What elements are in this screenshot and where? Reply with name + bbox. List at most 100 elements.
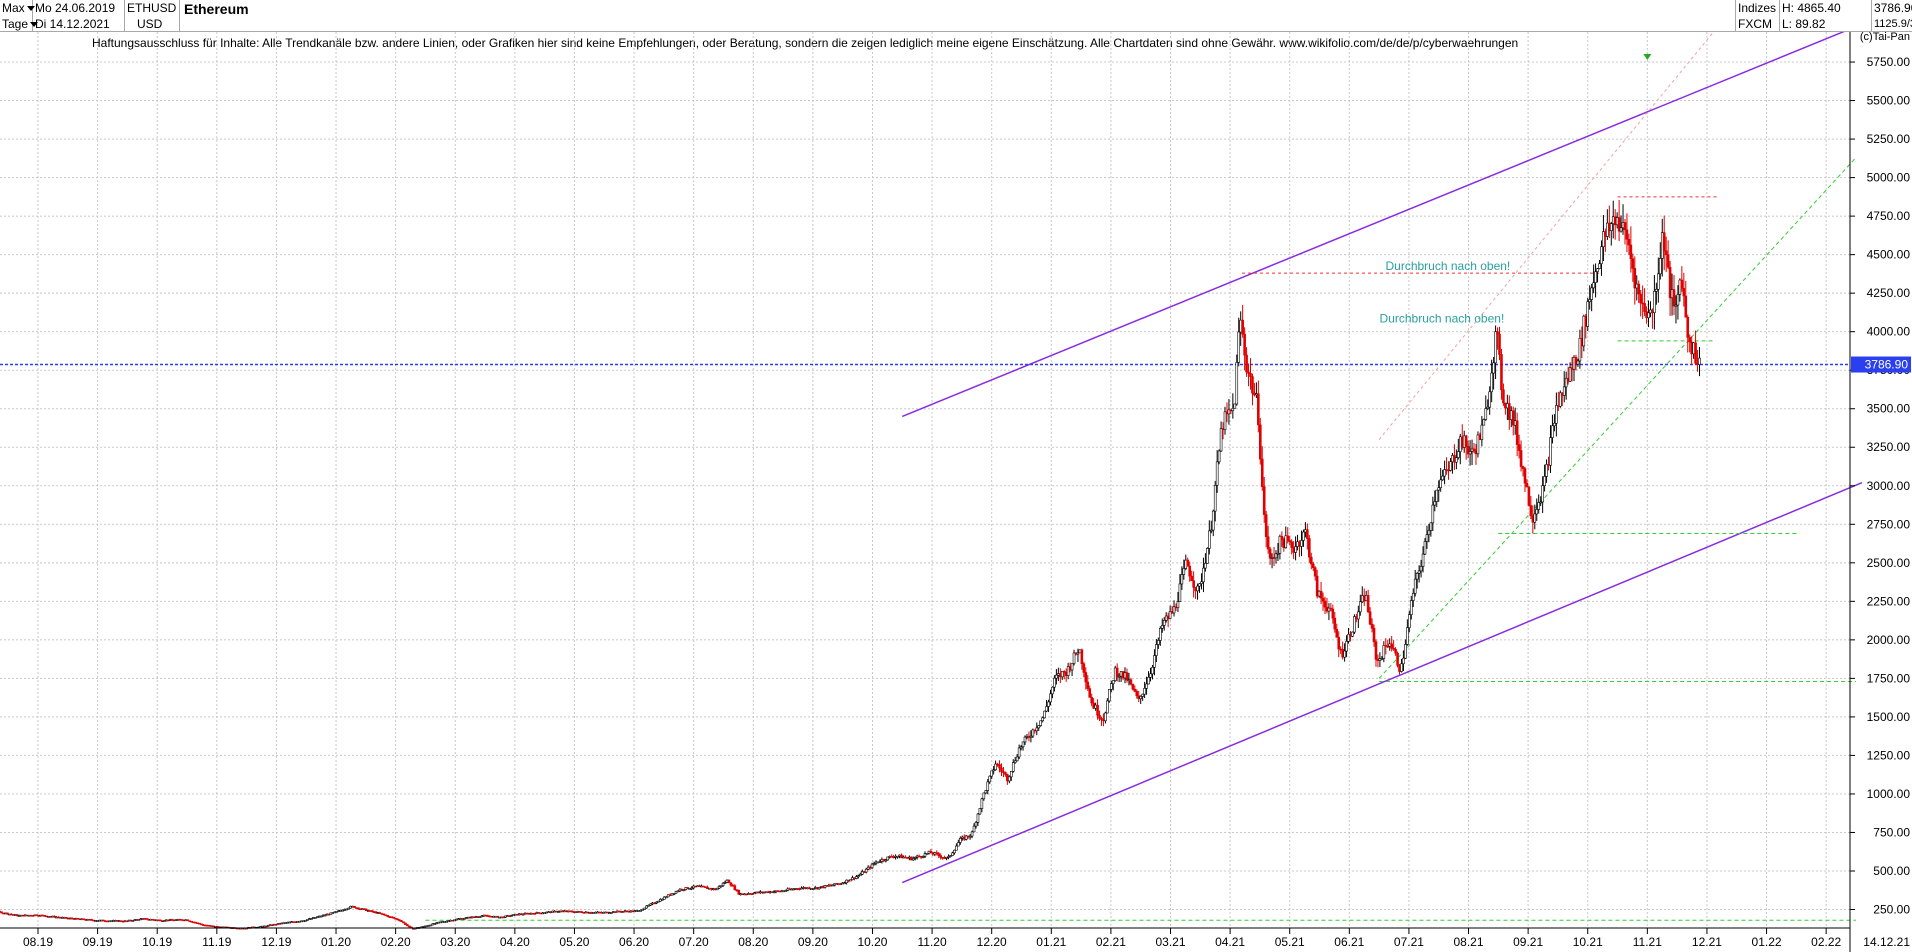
candle bbox=[1490, 372, 1493, 393]
candle bbox=[937, 853, 941, 856]
candle bbox=[1098, 714, 1101, 719]
candle bbox=[984, 790, 988, 794]
candle bbox=[1251, 376, 1254, 394]
candle bbox=[974, 821, 978, 827]
interval-select[interactable]: Tage bbox=[2, 16, 39, 32]
price-chart[interactable]: Durchbruch nach oben! Durchbruch nach obe… bbox=[0, 32, 1912, 952]
candle bbox=[864, 868, 868, 873]
candle bbox=[274, 923, 278, 926]
x-tick-label: 04.21 bbox=[1215, 935, 1245, 949]
candle bbox=[1308, 538, 1311, 558]
candle bbox=[968, 835, 972, 838]
candle bbox=[1086, 681, 1090, 689]
x-tick-label: 08.19 bbox=[23, 935, 53, 949]
candle bbox=[1480, 424, 1484, 441]
candle bbox=[1372, 627, 1376, 643]
candle bbox=[839, 883, 843, 886]
x-tick-label: 12.21 bbox=[1692, 935, 1722, 949]
candle bbox=[1055, 674, 1058, 679]
candle bbox=[660, 899, 664, 901]
candle bbox=[1021, 741, 1025, 748]
candle bbox=[900, 854, 903, 859]
candle bbox=[1345, 641, 1348, 652]
disclaimer-text: Haftungsausschluss für Inhalte: Alle Tre… bbox=[92, 36, 1519, 50]
candle bbox=[400, 920, 403, 923]
candle bbox=[1029, 735, 1033, 738]
candle bbox=[1472, 448, 1476, 452]
candle bbox=[674, 891, 678, 894]
candle bbox=[1429, 522, 1433, 531]
candle bbox=[1482, 419, 1486, 426]
candle bbox=[404, 922, 407, 925]
candle bbox=[717, 886, 721, 889]
candle bbox=[1600, 246, 1603, 265]
candle bbox=[1500, 354, 1503, 391]
candle bbox=[945, 856, 948, 859]
candle bbox=[429, 924, 433, 927]
candle bbox=[1564, 377, 1568, 388]
candle bbox=[1353, 616, 1356, 633]
candle bbox=[1347, 633, 1350, 642]
date-to: Di 14.12.2021 bbox=[35, 17, 110, 31]
candle bbox=[1260, 458, 1264, 487]
red-trend-line bbox=[1378, 32, 1714, 440]
candle bbox=[1139, 696, 1142, 699]
candle bbox=[784, 890, 788, 892]
candle bbox=[729, 882, 733, 886]
candle bbox=[859, 873, 862, 877]
candle bbox=[1370, 623, 1374, 629]
candle bbox=[1262, 486, 1266, 515]
candle bbox=[1302, 531, 1305, 541]
candle bbox=[1108, 689, 1111, 702]
y-tick-label: 5750.00 bbox=[1867, 55, 1911, 69]
candle bbox=[1392, 647, 1395, 650]
candle bbox=[1529, 505, 1533, 517]
period-select[interactable]: Max bbox=[2, 0, 35, 16]
candle bbox=[1168, 611, 1172, 619]
candle bbox=[1545, 464, 1548, 477]
candle bbox=[1009, 771, 1013, 778]
candle bbox=[1623, 222, 1627, 231]
candle bbox=[639, 910, 643, 912]
candle bbox=[1047, 701, 1050, 707]
candle bbox=[872, 863, 876, 865]
candle bbox=[1315, 575, 1319, 597]
candle bbox=[1541, 485, 1544, 503]
candle bbox=[1013, 760, 1017, 763]
candle bbox=[896, 855, 899, 858]
candle bbox=[1358, 601, 1362, 613]
candle bbox=[1682, 288, 1686, 297]
candle bbox=[1198, 583, 1201, 587]
candle bbox=[857, 875, 860, 878]
candle bbox=[1576, 360, 1580, 365]
candle bbox=[1582, 315, 1586, 347]
candle bbox=[682, 889, 686, 891]
candle bbox=[1668, 266, 1672, 299]
candle bbox=[1088, 688, 1092, 698]
candle bbox=[1104, 712, 1107, 722]
candle bbox=[641, 908, 644, 911]
candles bbox=[0, 199, 1701, 930]
candle bbox=[978, 808, 982, 815]
candle bbox=[1190, 575, 1193, 581]
candle bbox=[992, 769, 995, 772]
candle bbox=[1196, 585, 1199, 592]
candle bbox=[1247, 371, 1250, 374]
candle bbox=[1143, 687, 1146, 695]
candle bbox=[1188, 565, 1192, 577]
candle bbox=[1096, 704, 1099, 716]
candle bbox=[510, 915, 513, 917]
candle bbox=[1162, 620, 1166, 626]
candle bbox=[1662, 232, 1666, 252]
x-tick-label: 01.20 bbox=[321, 935, 351, 949]
candle bbox=[1468, 451, 1472, 455]
candle bbox=[672, 893, 676, 895]
y-tick-label: 4500.00 bbox=[1867, 248, 1911, 262]
candle bbox=[1694, 342, 1697, 364]
candle bbox=[1192, 580, 1195, 588]
candle bbox=[921, 856, 925, 858]
candle bbox=[1592, 282, 1595, 289]
candle bbox=[1366, 595, 1370, 613]
candle bbox=[1231, 408, 1235, 411]
candle bbox=[860, 871, 864, 875]
